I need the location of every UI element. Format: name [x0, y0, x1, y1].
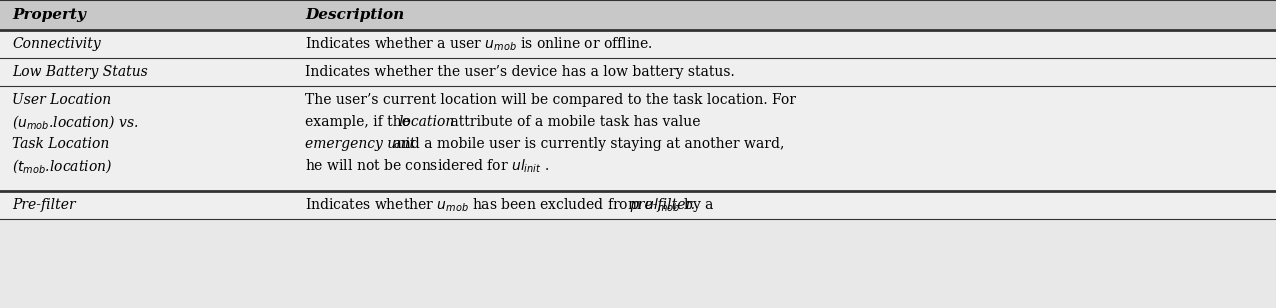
Bar [0, 30, 1276, 58]
Text: Pre-filter: Pre-filter [11, 198, 75, 212]
Text: example, if the: example, if the [305, 115, 415, 129]
Text: Indicates whether the user’s device has a low battery status.: Indicates whether the user’s device has … [305, 65, 735, 79]
Text: Low Battery Status: Low Battery Status [11, 65, 148, 79]
Text: emergency unit: emergency unit [305, 137, 415, 151]
Text: Connectivity: Connectivity [11, 37, 101, 51]
Text: location: location [398, 115, 454, 129]
Bar [0, 86, 1276, 191]
Text: Indicates whether $u_{mob}$ has been excluded from $ul_{mob}$ by a: Indicates whether $u_{mob}$ has been exc… [305, 196, 715, 214]
Bar [0, 58, 1276, 86]
Text: and a mobile user is currently staying at another ward,: and a mobile user is currently staying a… [388, 137, 783, 151]
Text: Task Location: Task Location [11, 137, 110, 151]
Text: ($u_{mob}$.location) vs.: ($u_{mob}$.location) vs. [11, 113, 139, 131]
Text: Indicates whether a user $u_{mob}$ is online or offline.: Indicates whether a user $u_{mob}$ is on… [305, 35, 653, 53]
Bar [0, 0, 1276, 30]
Text: ($t_{mob}$.location): ($t_{mob}$.location) [11, 157, 112, 175]
Text: pre-filter.: pre-filter. [629, 198, 695, 212]
Text: he will not be considered for $ul_{init}$ .: he will not be considered for $ul_{init}… [305, 157, 549, 175]
Text: User Location: User Location [11, 93, 111, 107]
Text: Property: Property [11, 8, 85, 22]
Text: attribute of a mobile task has value: attribute of a mobile task has value [447, 115, 701, 129]
Text: Description: Description [305, 8, 404, 22]
Bar [0, 191, 1276, 219]
Text: The user’s current location will be compared to the task location. For: The user’s current location will be comp… [305, 93, 796, 107]
